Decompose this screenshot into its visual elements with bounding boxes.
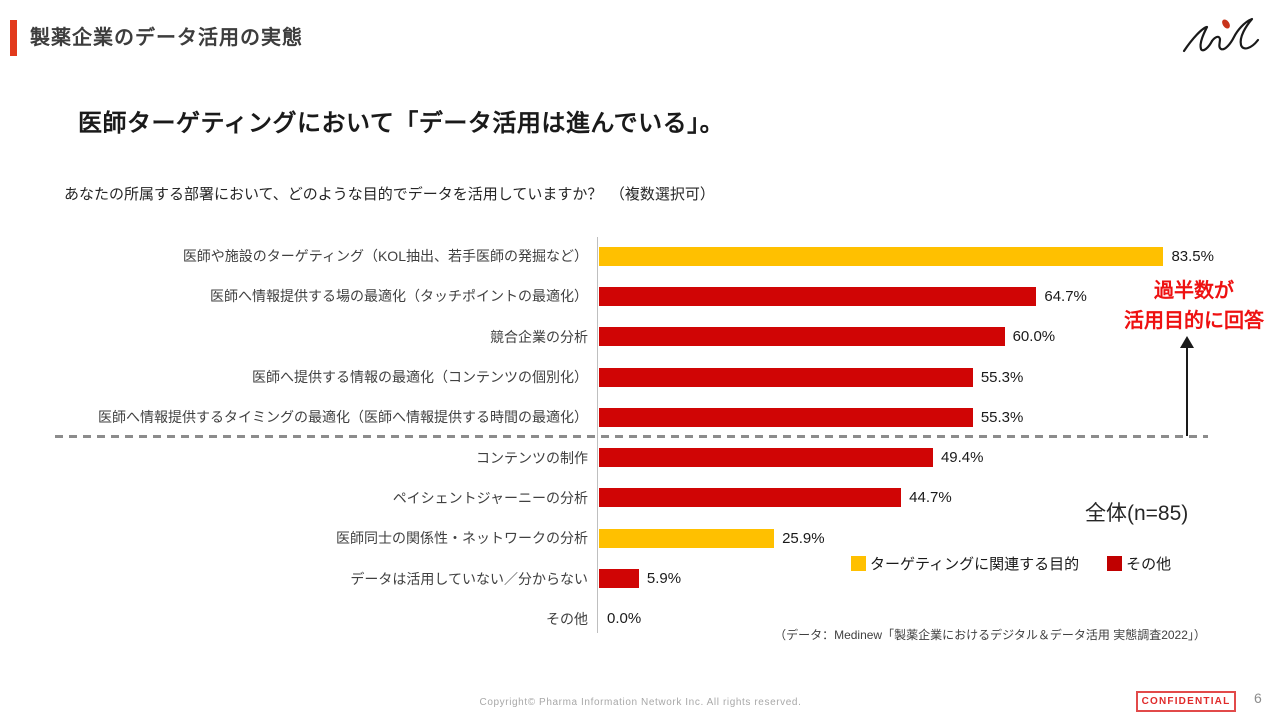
bar-segment <box>599 488 902 508</box>
chart-legend: ターゲティングに関連する目的 その他 <box>851 553 1171 574</box>
bar-value-label: 64.7% <box>1044 287 1087 305</box>
chart-row: その他 0.0% <box>0 599 1281 639</box>
legend-label: その他 <box>1126 556 1172 573</box>
chart-row: 医師や施設のターゲティング（KOL抽出、若手医師の発掘など） 83.5% <box>0 236 1281 276</box>
chart-row: 医師へ情報提供するタイミングの最適化（医師へ情報提供する時間の最適化） 55.3% <box>0 397 1281 437</box>
dashed-divider-line <box>55 435 1208 438</box>
category-label: データは活用していない／分からない <box>350 570 588 587</box>
sample-size-label: 全体(n=85) <box>1085 502 1189 525</box>
bar-value-label: 55.3% <box>980 368 1024 386</box>
pin-signature-logo-icon <box>1182 17 1260 53</box>
bar-segment <box>599 286 1037 306</box>
bar-segment <box>599 246 1164 266</box>
chart-row: データは活用していない／分からない 5.9% <box>0 558 1281 598</box>
page-number: 6 <box>1254 690 1262 706</box>
bar-value-label: 60.0% <box>1012 328 1056 346</box>
category-label: 医師同士の関係性・ネットワークの分析 <box>336 530 588 547</box>
chart-row: 医師へ提供する情報の最適化（コンテンツの個別化） 55.3% <box>0 357 1281 397</box>
bar-segment <box>599 327 1005 347</box>
header-accent-bar <box>10 20 17 56</box>
confidential-badge: CONFIDENTIAL <box>1136 691 1236 712</box>
bar-value-label: 55.3% <box>980 408 1024 426</box>
legend-item: ターゲティングに関連する目的 <box>851 553 1079 574</box>
bar-value-label: 83.5% <box>1171 247 1214 265</box>
page-title: 製薬企業のデータ活用の実態 <box>30 27 303 49</box>
bar-segment <box>599 448 933 468</box>
bar-value-label: 5.9% <box>646 570 682 588</box>
chart-row: 医師同士の関係性・ネットワークの分析 25.9% <box>0 518 1281 558</box>
annotation-line-2: 活用目的に回答 <box>1124 310 1264 332</box>
chart-row: 競合企業の分析 60.0% <box>0 317 1281 357</box>
category-label: ペイシェントジャーニーの分析 <box>392 489 588 506</box>
chart-row: 医師へ情報提供する場の最適化（タッチポイントの最適化） 64.7% <box>0 276 1281 316</box>
legend-swatch-icon <box>1107 556 1123 571</box>
bar-segment <box>599 569 639 589</box>
category-label: 医師へ情報提供するタイミングの最適化（医師へ情報提供する時間の最適化） <box>98 409 588 426</box>
bar-value-label: 44.7% <box>909 489 952 507</box>
bar-segment <box>599 407 973 427</box>
bar-value-label: 0.0% <box>607 610 642 628</box>
bar-segment <box>599 528 775 548</box>
survey-question-text: あなたの所属する部署において、どのような目的でデータを活用していますか？ （複数… <box>64 186 715 203</box>
slide-main-title: 医師ターゲティングにおいて「データ活用は進んでいる」。 <box>78 110 725 137</box>
bar-segment <box>599 367 973 387</box>
category-label: その他 <box>546 610 588 627</box>
copyright-text: Copyright© Pharma Information Network In… <box>479 697 802 708</box>
annotation-line-1: 過半数が <box>1154 280 1234 302</box>
category-label: 医師へ情報提供する場の最適化（タッチポイントの最適化） <box>210 288 588 305</box>
bar-value-label: 49.4% <box>940 449 984 467</box>
bar-value-label: 25.9% <box>782 529 825 547</box>
data-source-note: （データ：Medinew「製薬企業におけるデジタル＆データ活用 実態調査2022… <box>774 628 1206 642</box>
category-label: コンテンツの制作 <box>476 449 588 466</box>
category-label: 競合企業の分析 <box>490 328 588 345</box>
chart-row: ペイシェントジャーニーの分析 44.7% <box>0 478 1281 518</box>
legend-label: ターゲティングに関連する目的 <box>870 556 1080 573</box>
chart-row: コンテンツの制作 49.4% <box>0 438 1281 478</box>
category-label: 医師や施設のターゲティング（KOL抽出、若手医師の発掘など） <box>182 248 588 265</box>
legend-swatch-icon <box>851 556 866 571</box>
majority-annotation: 過半数が 活用目的に回答 <box>1113 276 1275 336</box>
legend-item: その他 <box>1107 553 1171 574</box>
category-label: 医師へ提供する情報の最適化（コンテンツの個別化） <box>252 369 588 386</box>
up-arrow-icon <box>1180 336 1194 348</box>
up-arrow-line <box>1186 346 1188 436</box>
